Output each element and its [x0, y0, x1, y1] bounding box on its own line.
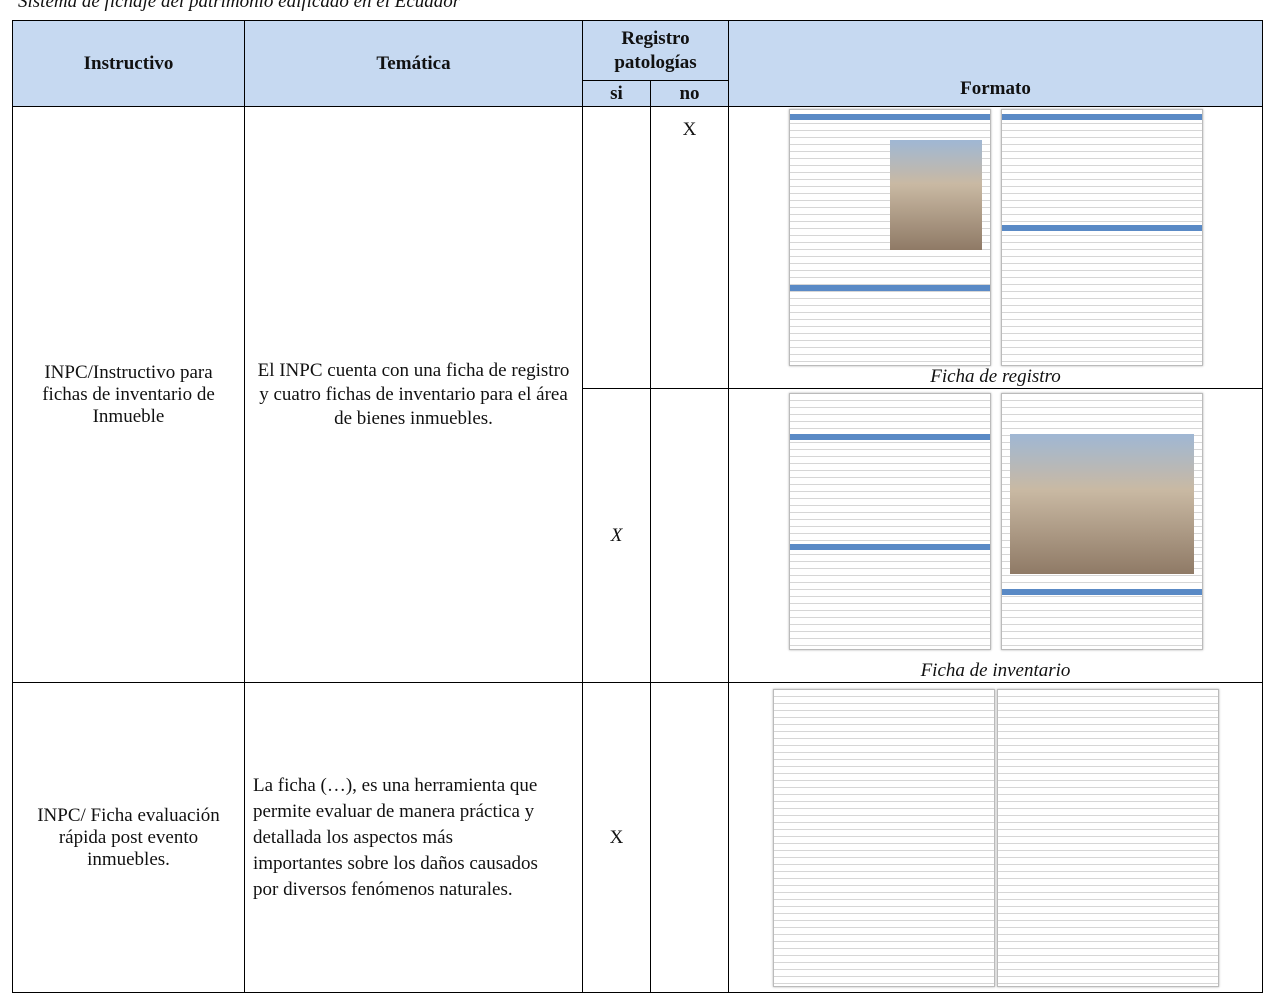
header-cell: no [650, 80, 729, 107]
cell: X [582, 388, 651, 683]
cell [582, 106, 651, 389]
cell: X [582, 682, 651, 993]
cell: Ficha de inventario [728, 388, 1263, 683]
cell: La ficha (…), es una herramienta que per… [244, 682, 583, 993]
header-cell: Formato [728, 20, 1263, 107]
table: Instructivo Temática Registro patologías… [12, 20, 1263, 993]
cell [728, 682, 1263, 993]
header-cell: Registro patologías [582, 20, 729, 81]
caption: Sistema de fichaje del patrimonio edific… [18, 0, 461, 12]
cell: X [650, 106, 729, 389]
cell: INPC/ Ficha evaluación rápida post event… [12, 682, 245, 993]
figure-caption: Ficha de registro [930, 366, 1061, 387]
cell: El INPC cuenta con una ficha de registro… [244, 106, 583, 683]
header-cell: si [582, 80, 651, 107]
header-cell: Temática [244, 20, 583, 107]
form-image [737, 109, 1254, 366]
header-cell: Instructivo [12, 20, 245, 107]
cell [650, 388, 729, 683]
cell: Ficha de registro [728, 106, 1263, 389]
form-image [737, 393, 1254, 650]
cell: INPC/Instructivo para fichas de inventar… [12, 106, 245, 683]
cell [650, 682, 729, 993]
figure-caption: Ficha de inventario [920, 660, 1071, 681]
form-image [737, 688, 1254, 987]
